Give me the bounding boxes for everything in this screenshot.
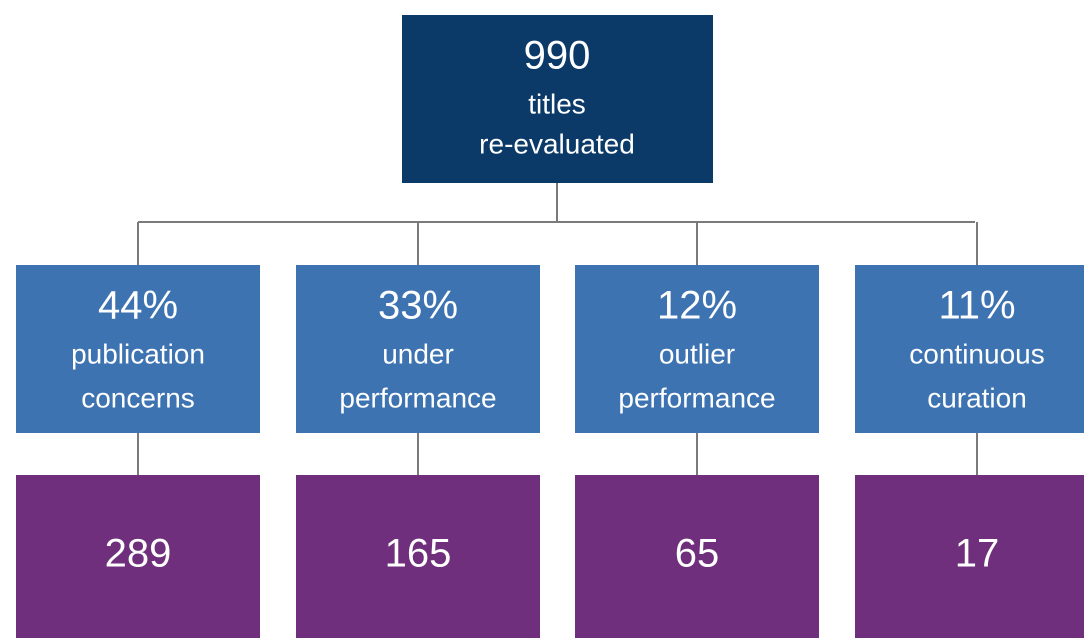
- count: 17: [955, 532, 1000, 576]
- category-percent: 33%: [378, 284, 458, 328]
- category-line: curation: [927, 382, 1027, 413]
- count: 65: [675, 532, 720, 576]
- category-box: [296, 265, 540, 433]
- category-box: [16, 265, 260, 433]
- root-number: 990: [524, 34, 591, 78]
- root-line: titles: [528, 88, 586, 119]
- category-line: outlier: [659, 338, 735, 369]
- category-line: performance: [339, 382, 496, 413]
- category-line: performance: [618, 382, 775, 413]
- count-box: [575, 475, 819, 638]
- count: 289: [105, 532, 172, 576]
- category-line: publication: [71, 338, 205, 369]
- category-percent: 12%: [657, 284, 737, 328]
- category-percent: 44%: [98, 284, 178, 328]
- category-line: continuous: [909, 338, 1044, 369]
- category-box: [855, 265, 1084, 433]
- category-line: under: [382, 338, 454, 369]
- category-percent: 11%: [938, 284, 1015, 328]
- count-box: [296, 475, 540, 638]
- category-box: [575, 265, 819, 433]
- count-box: [855, 475, 1084, 638]
- root-box: [402, 15, 713, 183]
- category-line: concerns: [81, 382, 195, 413]
- count: 165: [385, 532, 452, 576]
- root-line: re-evaluated: [479, 128, 635, 159]
- count-box: [16, 475, 260, 638]
